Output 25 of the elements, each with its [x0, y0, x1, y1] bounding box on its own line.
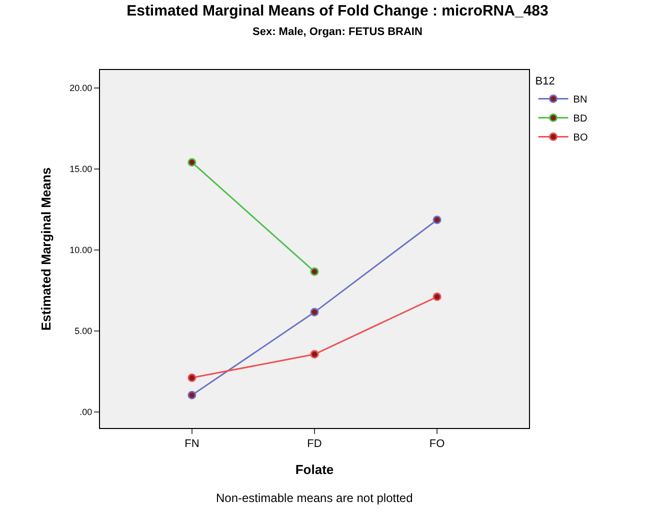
point: [310, 350, 319, 359]
chart-subtitle: Sex: Male, Organ: FETUS BRAIN: [252, 26, 422, 38]
point: [432, 216, 442, 224]
point: [188, 390, 196, 400]
y-tick-label: 15.00: [70, 164, 92, 174]
y-axis-title: Estimated Marginal Means: [38, 167, 54, 331]
legend-label: BO: [573, 132, 588, 144]
x-tick-label: FO: [429, 438, 446, 450]
y-tick-label: 10.00: [70, 244, 92, 255]
x-tick-label: FD: [307, 438, 322, 450]
text: Non-estimable means are not plotted: [216, 491, 413, 505]
y-tick-label: .00: [80, 406, 92, 417]
x-axis-title: Folate: [295, 462, 334, 477]
y-tick-label: 20.00: [70, 82, 92, 93]
point: [310, 267, 319, 276]
x-tick-label: FN: [184, 438, 200, 450]
y-tick-label: 5.00: [74, 326, 92, 336]
point: [188, 158, 196, 167]
chart-title: Estimated Marginal Means of Fold Change : microRNA_483: [126, 2, 548, 20]
legend-label: BD: [573, 114, 588, 125]
point: [188, 374, 196, 382]
point: [310, 308, 319, 316]
legend-label: BN: [573, 94, 588, 106]
legend-title: B12: [535, 75, 555, 88]
point: [432, 292, 442, 302]
